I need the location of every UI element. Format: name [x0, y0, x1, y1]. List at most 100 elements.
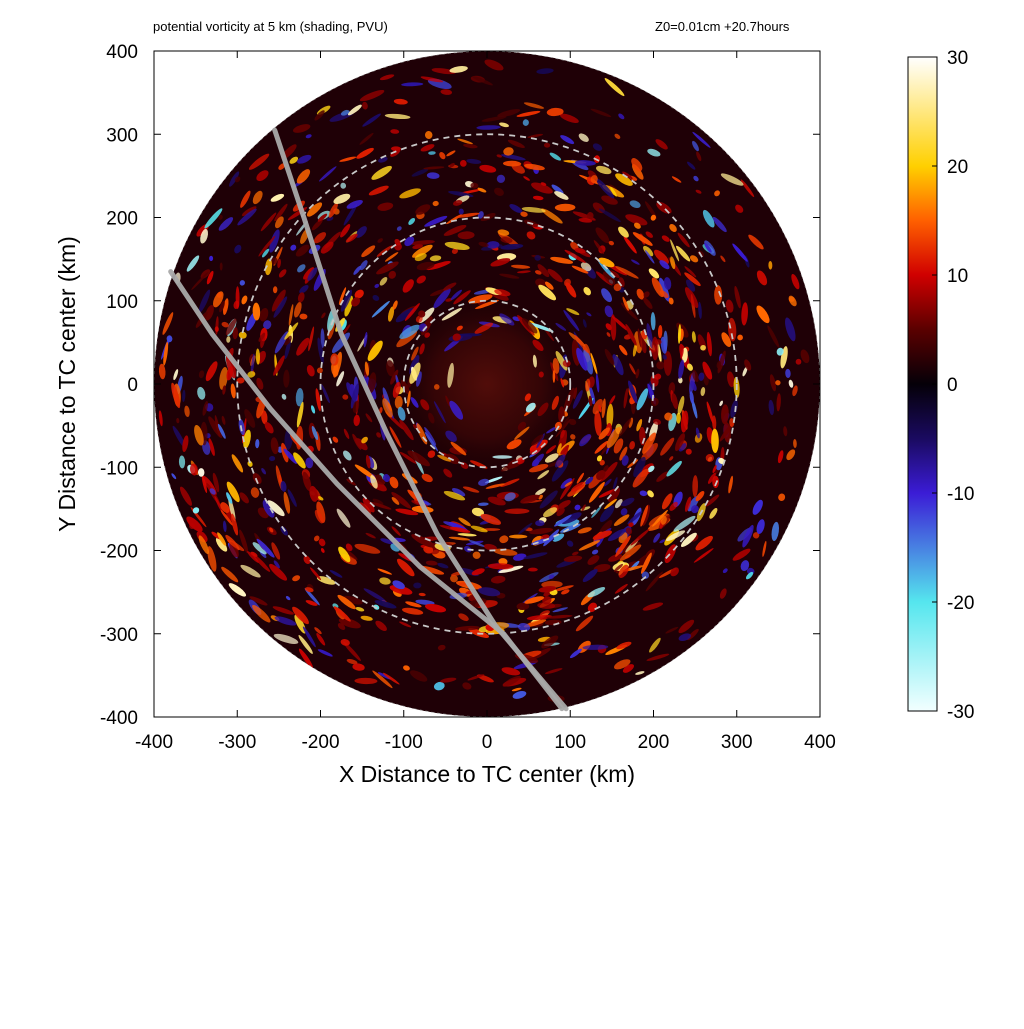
pv-streak: [382, 398, 393, 418]
pv-streak: [564, 249, 586, 263]
pv-streak: [158, 363, 166, 380]
colorbar: 30 20 10 0 -10 -20 -30: [907, 48, 974, 723]
pv-streak: [608, 240, 615, 246]
pv-streak: [200, 228, 209, 244]
pv-streak: [474, 322, 494, 334]
pv-streak: [244, 409, 256, 428]
pv-streak: [547, 268, 563, 283]
pv-streak: [270, 193, 285, 202]
pv-streak: [517, 623, 531, 632]
y-axis-ticks: -400 -300 -200 -100 0 100 200 300 400: [100, 42, 820, 729]
pv-streak: [516, 110, 541, 117]
pv-streak: [771, 521, 780, 541]
pv-streak: [625, 527, 633, 535]
pv-streak: [394, 242, 402, 251]
pv-streak: [347, 104, 362, 116]
pv-streak: [316, 633, 326, 646]
pv-streak: [397, 406, 406, 421]
pv-streak: [346, 478, 356, 486]
pv-streak: [274, 331, 289, 354]
pv-streak: [686, 161, 696, 170]
pv-streak: [287, 489, 297, 507]
colorbar-tick-label: 0: [947, 375, 958, 396]
pv-streak: [467, 674, 485, 681]
pv-streak: [502, 160, 522, 167]
pv-streak: [226, 336, 231, 343]
pv-streak: [182, 389, 186, 402]
pv-streak: [452, 333, 462, 341]
pv-streak: [364, 361, 370, 376]
pv-streak: [599, 459, 605, 466]
pv-streak: [340, 639, 350, 646]
pv-streak: [534, 270, 542, 275]
pv-streak: [411, 534, 436, 548]
pv-streak: [730, 399, 738, 418]
y-tick-label: -100: [100, 458, 138, 479]
pv-streak: [576, 347, 588, 371]
pv-streak: [636, 288, 645, 300]
pv-streak: [421, 473, 433, 483]
pv-streak: [431, 68, 456, 75]
pv-streak: [705, 494, 720, 507]
pv-streak: [532, 459, 540, 467]
pv-streak: [449, 66, 468, 73]
pv-streak: [598, 488, 616, 498]
pv-streak: [239, 492, 249, 504]
pv-streak: [377, 202, 394, 211]
pv-streak: [590, 352, 598, 375]
pv-streak: [748, 234, 764, 250]
pv-streak: [598, 257, 615, 268]
pv-streak: [298, 648, 313, 669]
pv-streak: [514, 426, 530, 440]
pv-streak: [449, 400, 464, 420]
pv-streak: [445, 395, 451, 407]
pv-streak: [601, 288, 613, 303]
colorbar-tick-label: 30: [947, 48, 968, 69]
pv-streak: [587, 555, 600, 565]
pv-streak: [529, 322, 554, 332]
pv-streak: [523, 102, 545, 109]
pv-streak: [414, 253, 427, 262]
pv-streak: [416, 275, 426, 284]
pv-streak: [506, 439, 522, 450]
pv-streak: [264, 422, 274, 434]
pv-streak: [308, 326, 315, 352]
pv-streak: [597, 259, 615, 279]
pv-streak: [354, 677, 378, 685]
pv-streak: [344, 295, 353, 317]
pv-streak: [728, 475, 733, 494]
pv-streak: [433, 288, 451, 309]
pv-streak: [678, 443, 687, 452]
pv-streak: [391, 526, 401, 536]
pv-streak: [261, 248, 270, 258]
pv-streak: [370, 502, 392, 510]
x-tick-label: 0: [482, 732, 493, 753]
pv-streak: [613, 514, 630, 526]
pv-streak: [633, 456, 646, 478]
pv-streak: [410, 240, 435, 246]
pv-streak: [653, 249, 669, 265]
pv-streak: [677, 395, 685, 415]
pv-streak: [239, 280, 245, 286]
range-ring: [402, 299, 572, 469]
pv-streak: [445, 298, 453, 302]
pv-streak: [653, 418, 662, 425]
pv-streak: [424, 431, 439, 452]
pv-streak: [353, 265, 362, 275]
pv-streak: [576, 472, 585, 484]
pv-streak: [456, 325, 463, 331]
pv-streak: [451, 488, 466, 497]
pv-streak: [578, 540, 601, 551]
pv-streak: [273, 355, 285, 376]
pv-streak: [339, 156, 357, 162]
pv-streak: [752, 499, 763, 515]
pv-streak: [288, 304, 294, 326]
pv-streak: [498, 558, 508, 565]
pv-streak: [433, 681, 445, 691]
pv-streak: [671, 393, 678, 410]
pv-streak: [231, 454, 244, 473]
pv-streak: [437, 454, 452, 462]
pv-streak: [499, 273, 520, 279]
pv-streak: [443, 224, 467, 236]
pv-streak: [359, 260, 368, 271]
